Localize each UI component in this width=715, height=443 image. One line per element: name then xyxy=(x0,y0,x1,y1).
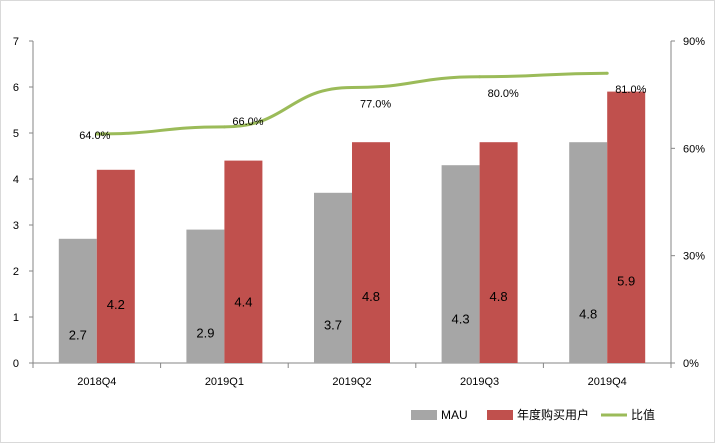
line-value-label: 66.0% xyxy=(232,116,263,128)
line-value-label: 80.0% xyxy=(488,88,519,100)
bar-MAU xyxy=(569,142,608,363)
line-point xyxy=(222,125,226,129)
legend-swatch xyxy=(411,410,437,420)
line-value-label: 81.0% xyxy=(615,84,646,96)
line-value-label: 77.0% xyxy=(360,99,391,111)
y-tick-label: 5 xyxy=(13,128,19,140)
bar-value-label: 2.7 xyxy=(69,328,87,343)
x-tick-label: 2019Q2 xyxy=(332,376,371,388)
bar-年度购买用户 xyxy=(224,160,263,363)
bar-年度购买用户 xyxy=(352,142,390,363)
y-tick-label: 0 xyxy=(13,358,19,370)
bar-MAU xyxy=(58,238,97,363)
y2-tick-label: 60% xyxy=(683,143,705,155)
bar-value-label: 3.7 xyxy=(324,318,342,333)
bar-value-label: 4.8 xyxy=(490,289,508,304)
legend-swatch xyxy=(487,410,513,420)
legend-label: 比值 xyxy=(631,407,655,422)
bar-年度购买用户 xyxy=(607,91,646,363)
bar-value-label: 2.9 xyxy=(196,326,214,341)
bar-value-label: 5.9 xyxy=(617,274,635,289)
line-point xyxy=(350,86,354,90)
y-tick-label: 4 xyxy=(13,174,19,186)
x-tick-label: 2018Q4 xyxy=(77,376,116,388)
y-tick-label: 7 xyxy=(13,36,19,48)
bar-value-label: 4.2 xyxy=(107,297,125,312)
bar-年度购买用户 xyxy=(96,169,135,363)
series-line-比值 xyxy=(96,71,608,136)
line-point xyxy=(478,75,482,79)
y-tick-label: 2 xyxy=(13,266,19,278)
line-point xyxy=(95,132,99,136)
line-point xyxy=(605,71,609,75)
line-value-label: 64.0% xyxy=(79,130,110,142)
bar-value-label: 4.4 xyxy=(234,294,252,309)
bar-value-label: 4.8 xyxy=(579,306,597,321)
bar-MAU xyxy=(441,165,480,363)
y-tick-label: 3 xyxy=(13,220,19,232)
legend-label: 年度购买用户 xyxy=(517,407,589,422)
y2-tick-label: 0% xyxy=(683,358,699,370)
x-tick-label: 2019Q1 xyxy=(205,376,244,388)
bar-value-label: 4.8 xyxy=(362,289,380,304)
x-tick-label: 2019Q3 xyxy=(460,376,499,388)
y2-tick-label: 90% xyxy=(683,36,705,48)
y2-tick-label: 30% xyxy=(683,251,705,263)
bar-value-label: 4.3 xyxy=(452,311,470,326)
bar-MAU xyxy=(314,192,352,363)
y-tick-label: 6 xyxy=(13,82,19,94)
legend-label: MAU xyxy=(441,408,468,422)
bar-MAU xyxy=(186,229,225,363)
x-tick-label: 2019Q4 xyxy=(588,376,627,388)
bar-年度购买用户 xyxy=(479,142,518,363)
y-tick-label: 1 xyxy=(13,312,19,324)
